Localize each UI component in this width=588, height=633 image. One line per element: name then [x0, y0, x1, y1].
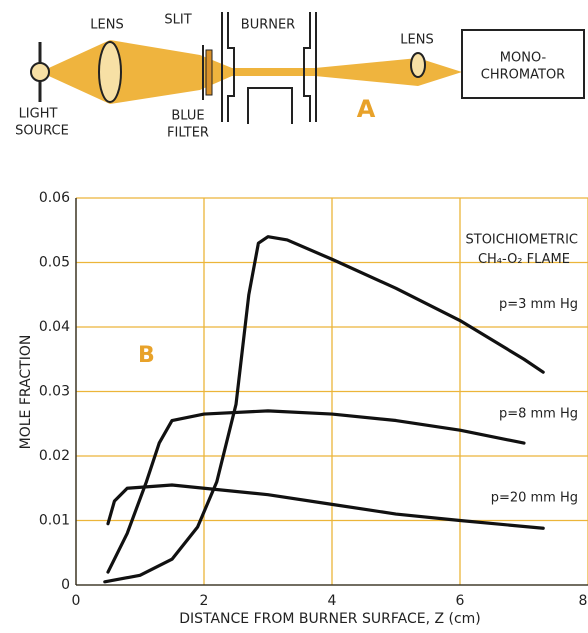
annotation: CH₄-O₂ FLAME	[478, 252, 570, 267]
label: BLUE	[171, 109, 204, 124]
label: LENS	[400, 33, 433, 48]
y-tick-label: 0.02	[39, 448, 70, 464]
label: CHROMATOR	[481, 68, 565, 83]
lens	[411, 53, 425, 77]
lamp	[31, 63, 49, 81]
series-label: p=20 mm Hg	[491, 490, 578, 505]
y-tick-label: 0.06	[39, 190, 70, 206]
line	[105, 237, 543, 582]
label: MONO-	[500, 51, 547, 66]
label: FILTER	[167, 126, 209, 141]
annotation: B	[138, 343, 155, 368]
x-tick-label: 6	[456, 593, 465, 609]
y-tick-label: 0.01	[39, 513, 70, 529]
annotation: STOICHIOMETRIC	[466, 232, 579, 247]
lens	[99, 42, 121, 102]
y-tick-label: 0.03	[39, 384, 70, 400]
x-tick-label: 2	[200, 593, 209, 609]
y-tick-label: 0	[61, 577, 70, 593]
series-label: p=3 mm Hg	[499, 297, 578, 312]
line	[108, 485, 543, 528]
label: LENS	[90, 18, 123, 33]
series-label: p=8 mm Hg	[499, 407, 578, 422]
y-tick-label: 0.05	[39, 255, 70, 271]
line	[108, 411, 524, 572]
label: LIGHT	[19, 107, 58, 122]
blue-filter	[206, 50, 212, 95]
y-tick-label: 0.04	[39, 319, 70, 335]
x-tick-label: 4	[328, 593, 337, 609]
figure: LENS SLIT BURNER LENS MONO- CHROMATOR LI…	[0, 0, 588, 629]
label: BURNER	[241, 18, 295, 33]
panel-label: A	[357, 95, 376, 123]
x-tick-label: 0	[72, 593, 81, 609]
plot: 0 0.01 0.02 0.03 0.04 0.05 0.06 0 2 4 6 8 p=3 mm Hg p…	[39, 190, 588, 609]
optical-diagram: LENS SLIT BURNER LENS MONO- CHROMATOR LI…	[15, 12, 584, 141]
label: SLIT	[164, 13, 191, 28]
x-axis-label: DISTANCE FROM BURNER SURFACE, Z (cm)	[179, 611, 481, 627]
y-axis-label: MOLE FRACTION	[18, 335, 34, 450]
label: SOURCE	[15, 124, 69, 139]
x-tick-label: 8	[579, 593, 588, 609]
